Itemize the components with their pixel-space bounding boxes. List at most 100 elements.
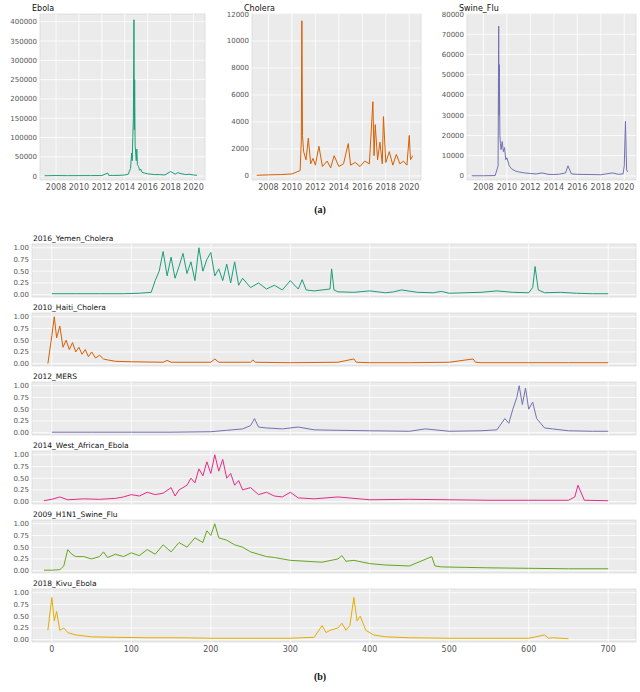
y-grid-line bbox=[32, 570, 636, 571]
y-tick-label: 4000 bbox=[231, 118, 249, 126]
line bbox=[52, 248, 608, 294]
x-grid-line bbox=[449, 382, 450, 435]
y-grid-line bbox=[252, 94, 421, 95]
x-tick-label: 2016 bbox=[138, 183, 158, 192]
plot-area bbox=[32, 451, 636, 504]
y-grid-line bbox=[252, 175, 421, 176]
x-grid-line bbox=[608, 244, 609, 297]
x-grid-line bbox=[291, 14, 292, 180]
x-tick-label: 100 bbox=[124, 645, 139, 654]
x-tick-label: 2012 bbox=[305, 183, 325, 192]
y-grid-line bbox=[32, 316, 636, 317]
x-tick-label: 500 bbox=[442, 645, 457, 654]
x-tick-label: 2010 bbox=[282, 183, 302, 192]
x-tick-label: 2014 bbox=[115, 183, 135, 192]
y-grid-line bbox=[32, 363, 636, 364]
y-grid-line bbox=[252, 67, 421, 68]
chart: 01002003004005006007000.000.250.500.751.… bbox=[13, 579, 636, 654]
x-grid-line bbox=[369, 589, 370, 642]
x-grid-line bbox=[131, 244, 132, 297]
plot-area bbox=[40, 14, 205, 180]
y-grid-line bbox=[40, 156, 205, 157]
chart-title: Ebola bbox=[32, 4, 54, 13]
x-tick-label: 2018 bbox=[591, 183, 611, 192]
x-grid-line bbox=[449, 589, 450, 642]
chart-title: 2010_Haiti_Cholera bbox=[33, 303, 106, 312]
y-tick-label: 40000 bbox=[442, 91, 464, 99]
x-tick-label: 2010 bbox=[69, 183, 89, 192]
y-grid-line bbox=[467, 14, 636, 15]
panel-label: (b) bbox=[314, 671, 326, 683]
panel-label: (a) bbox=[314, 204, 326, 216]
y-tick-label: 300000 bbox=[10, 57, 37, 65]
y-grid-line bbox=[32, 397, 636, 398]
y-tick-label: 0.00 bbox=[13, 360, 29, 368]
chart-title: 2016_Yemen_Cholera bbox=[33, 234, 113, 243]
y-grid-line bbox=[40, 21, 205, 22]
plot-area bbox=[32, 382, 636, 435]
y-tick-label: 0.50 bbox=[13, 337, 29, 345]
y-tick-label: 0.50 bbox=[13, 475, 29, 483]
x-grid-line bbox=[369, 451, 370, 504]
x-tick-label: 2012 bbox=[520, 183, 540, 192]
y-tick-label: 2000 bbox=[231, 145, 249, 153]
data-group bbox=[44, 455, 608, 501]
x-tick-label: 2008 bbox=[46, 183, 66, 192]
chart: 2008201020122014201620182020050000100000… bbox=[10, 4, 205, 192]
y-tick-label: 0.25 bbox=[13, 624, 29, 632]
chart-title: Swine_Flu bbox=[459, 4, 499, 13]
y-tick-label: 0.00 bbox=[13, 498, 29, 506]
data-group bbox=[44, 524, 608, 570]
x-grid-line bbox=[290, 520, 291, 573]
y-tick-label: 0 bbox=[245, 172, 249, 180]
x-grid-line bbox=[131, 589, 132, 642]
x-grid-line bbox=[449, 520, 450, 573]
y-tick-label: 1.00 bbox=[13, 244, 29, 252]
x-grid-line bbox=[506, 14, 507, 180]
chart-title: 2012_MERS bbox=[33, 372, 77, 381]
y-tick-label: 50000 bbox=[442, 71, 464, 79]
figure: 2008201020122014201620182020050000100000… bbox=[0, 0, 640, 692]
x-grid-line bbox=[101, 14, 102, 180]
x-grid-line bbox=[315, 14, 316, 180]
x-tick-label: 2018 bbox=[160, 183, 180, 192]
data-group bbox=[52, 386, 608, 432]
y-tick-label: 1.00 bbox=[13, 589, 29, 597]
y-tick-label: 0.75 bbox=[13, 325, 29, 333]
x-grid-line bbox=[210, 382, 211, 435]
y-tick-label: 400000 bbox=[10, 18, 37, 26]
y-grid-line bbox=[252, 148, 421, 149]
x-grid-line bbox=[608, 589, 609, 642]
x-grid-line bbox=[369, 382, 370, 435]
line bbox=[257, 21, 413, 176]
x-grid-line bbox=[362, 14, 363, 180]
x-grid-line bbox=[131, 451, 132, 504]
chart: 0.000.250.500.751.002016_Yemen_Cholera bbox=[13, 234, 636, 299]
x-grid-line bbox=[553, 14, 554, 180]
y-grid-line bbox=[252, 14, 421, 15]
x-grid-line bbox=[369, 520, 370, 573]
y-tick-label: 10000 bbox=[442, 152, 464, 160]
x-grid-line bbox=[131, 382, 132, 435]
y-tick-label: 60000 bbox=[442, 51, 464, 59]
x-grid-line bbox=[290, 244, 291, 297]
y-tick-label: 350000 bbox=[10, 38, 37, 46]
x-grid-line bbox=[369, 313, 370, 366]
x-grid-line bbox=[131, 520, 132, 573]
x-grid-line bbox=[210, 451, 211, 504]
chart-title: 2014_West_African_Ebola bbox=[33, 441, 129, 450]
y-tick-label: 0.00 bbox=[13, 636, 29, 644]
y-grid-line bbox=[32, 420, 636, 421]
y-grid-line bbox=[32, 385, 636, 386]
x-grid-line bbox=[193, 14, 194, 180]
y-tick-label: 0.75 bbox=[13, 463, 29, 471]
x-tick-label: 200 bbox=[203, 645, 218, 654]
x-grid-line bbox=[51, 451, 52, 504]
y-grid-line bbox=[32, 247, 636, 248]
x-tick-label: 2014 bbox=[329, 183, 349, 192]
y-grid-line bbox=[32, 535, 636, 536]
x-grid-line bbox=[577, 14, 578, 180]
x-tick-label: 2014 bbox=[544, 183, 564, 192]
x-grid-line bbox=[449, 313, 450, 366]
y-grid-line bbox=[40, 60, 205, 61]
